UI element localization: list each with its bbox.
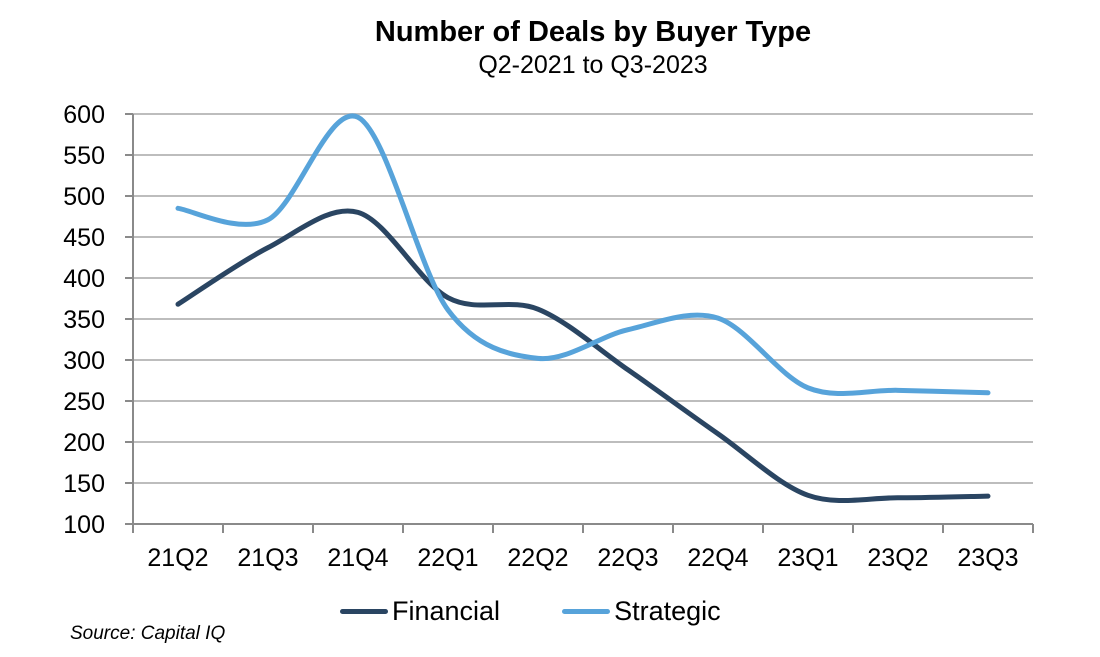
legend-swatch-strategic xyxy=(562,609,611,614)
y-tick-label: 150 xyxy=(63,470,105,498)
series-lines xyxy=(175,113,991,504)
y-tick-label: 550 xyxy=(63,142,105,170)
gridlines xyxy=(133,113,1033,484)
x-tick-label: 22Q4 xyxy=(687,544,748,572)
chart-title: Number of Deals by Buyer Type xyxy=(374,16,812,48)
series-line-strategic xyxy=(175,113,991,397)
x-tick-label: 23Q1 xyxy=(777,544,838,572)
y-tick-label: 100 xyxy=(63,511,105,539)
legend: Financial Strategic xyxy=(340,596,783,627)
legend-item-strategic: Strategic xyxy=(562,596,721,627)
legend-item-financial: Financial xyxy=(340,596,500,627)
y-axis-ticks: 100 150 200 250 300 350 400 450 500 550 600 xyxy=(63,101,133,539)
y-tick-label: 350 xyxy=(63,306,105,334)
legend-label-strategic: Strategic xyxy=(614,596,721,626)
legend-swatch-financial xyxy=(340,609,388,614)
x-axis-ticks: 21Q2 21Q3 21Q4 22Q1 22Q2 22Q3 22Q4 23Q1 23Q2 23Q3 xyxy=(132,524,1034,572)
x-tick-label: 22Q3 xyxy=(597,544,658,572)
y-tick-label: 450 xyxy=(63,224,105,252)
x-tick-label: 21Q4 xyxy=(327,544,388,572)
y-tick-label: 250 xyxy=(63,388,105,416)
source-note: Source: Capital IQ xyxy=(70,623,226,644)
x-tick-label: 21Q2 xyxy=(147,544,208,572)
legend-label-financial: Financial xyxy=(392,596,501,626)
y-tick-label: 200 xyxy=(63,429,105,457)
chart-subtitle: Q2-2021 to Q3-2023 xyxy=(478,51,708,79)
y-tick-label: 500 xyxy=(63,183,105,211)
x-tick-label: 22Q1 xyxy=(417,544,478,572)
y-tick-label: 600 xyxy=(63,101,105,129)
x-tick-label: 21Q3 xyxy=(237,544,298,572)
axes xyxy=(125,114,1033,532)
y-tick-label: 300 xyxy=(63,347,105,375)
x-tick-label: 23Q2 xyxy=(867,544,928,572)
y-tick-label: 400 xyxy=(63,265,105,293)
x-tick-label: 23Q3 xyxy=(957,544,1018,572)
series-line-financial xyxy=(175,208,991,504)
x-tick-label: 22Q2 xyxy=(507,544,568,572)
